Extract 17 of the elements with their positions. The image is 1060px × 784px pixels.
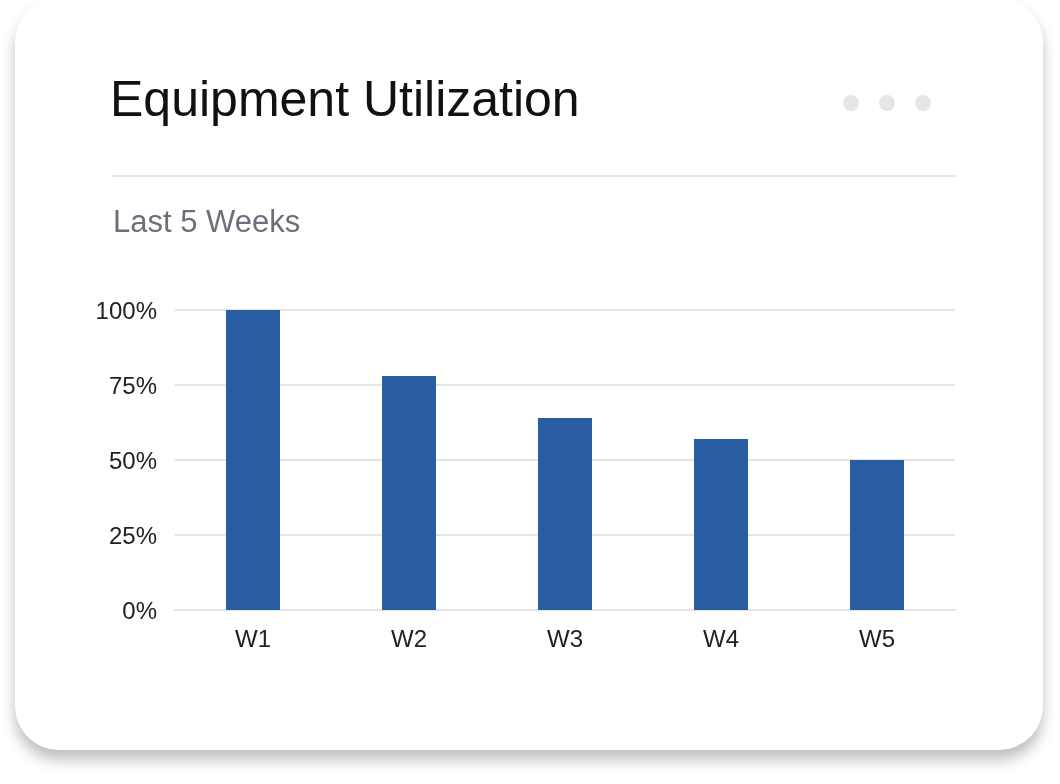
x-tick-label: W1: [235, 624, 271, 652]
chart-subtitle: Last 5 Weeks: [113, 204, 301, 240]
bar: [538, 418, 592, 610]
y-tick-label: 50%: [108, 446, 157, 474]
y-tick-label: 0%: [122, 596, 157, 624]
y-tick-label: 75%: [108, 371, 157, 399]
chart-title: Equipment Utilization: [110, 70, 580, 128]
y-tick-label: 25%: [108, 521, 157, 549]
x-tick-label: W5: [859, 624, 895, 652]
x-tick-label: W3: [547, 624, 583, 652]
bar: [694, 439, 748, 610]
bar: [226, 310, 280, 610]
y-tick-label: 100%: [95, 296, 157, 324]
x-tick-label: W2: [391, 624, 427, 652]
x-tick-label: W4: [703, 624, 739, 652]
bar: [850, 460, 904, 610]
bar: [382, 376, 436, 610]
